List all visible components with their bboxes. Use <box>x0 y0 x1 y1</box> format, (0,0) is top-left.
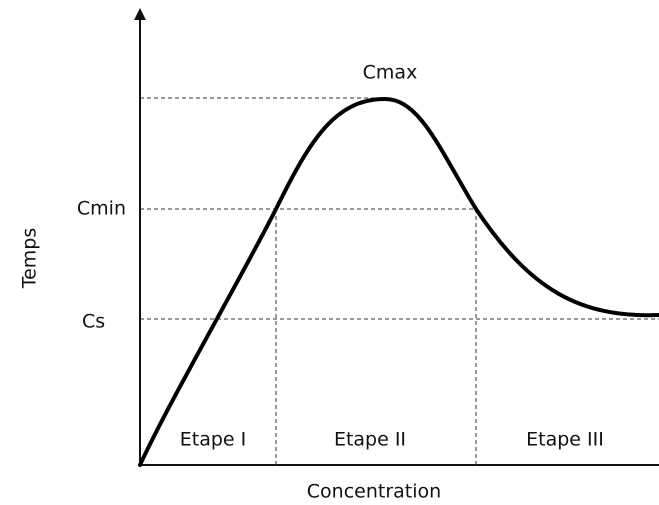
stage-label: Etape I <box>180 429 247 451</box>
curve <box>138 96 659 467</box>
stage-label: Etape II <box>334 429 406 451</box>
cmax-label: Cmax <box>363 62 418 84</box>
cs-label: Cs <box>82 311 105 333</box>
stage-label: Etape III <box>526 429 604 451</box>
x-axis-label: Concentration <box>307 481 441 503</box>
cmin-label: Cmin <box>77 198 126 220</box>
y-axis-label: Temps <box>19 228 41 290</box>
